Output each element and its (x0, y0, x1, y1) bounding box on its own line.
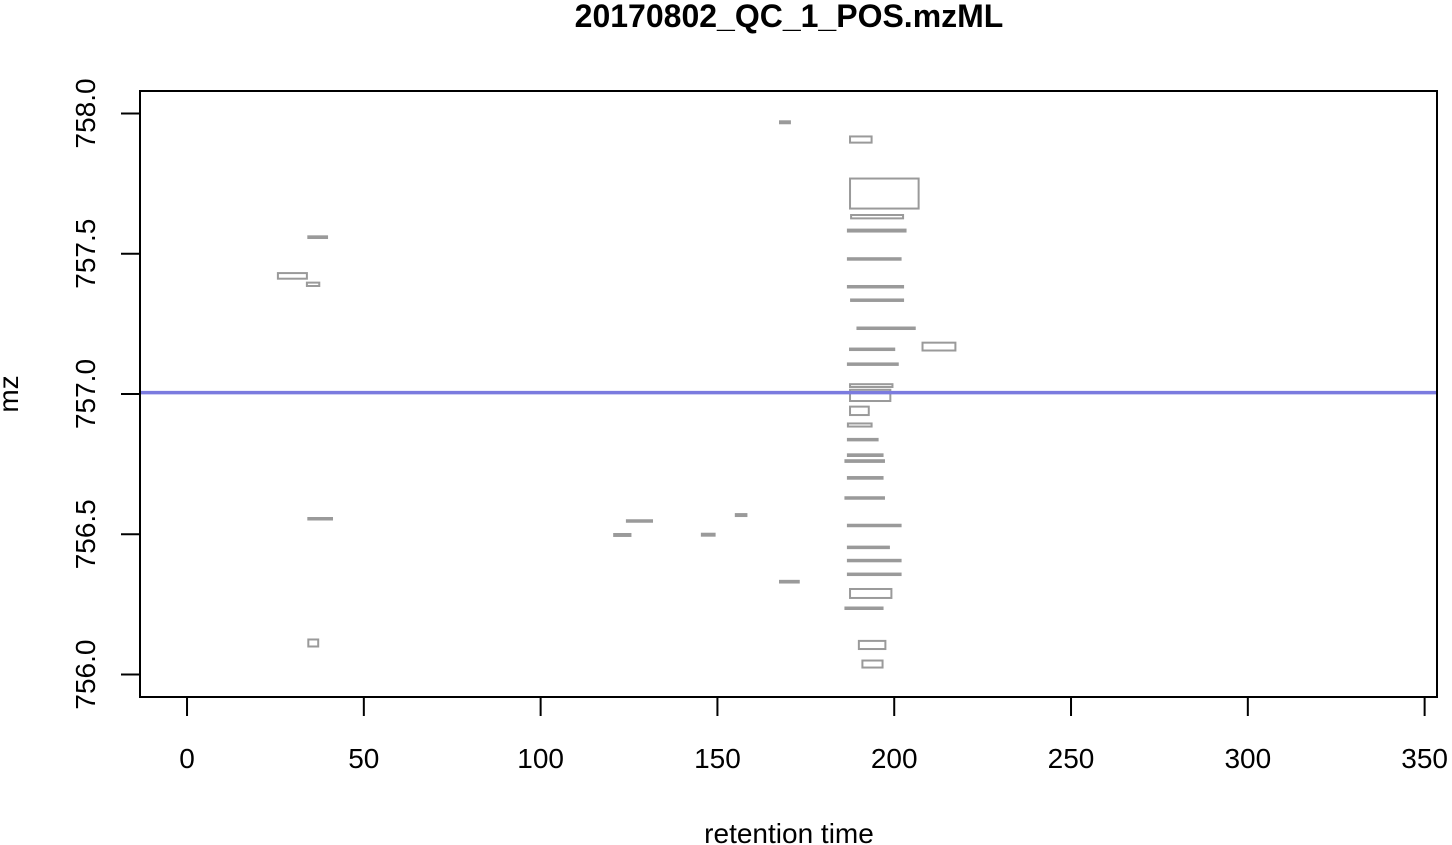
y-axis: 756.0 756.5 757.0 757.5 758.0 (70, 78, 141, 710)
peak-rect-34 (307, 235, 329, 240)
peak-rect-12 (849, 383, 894, 388)
peak-rect-38 (307, 638, 320, 648)
peak-rect-30 (734, 513, 748, 518)
peak-rect-19 (846, 476, 884, 480)
peak-rect-28 (861, 659, 884, 669)
peak-rect-2 (849, 177, 920, 210)
peak-rect-10 (849, 347, 896, 352)
peak-rect-33 (613, 532, 632, 537)
peak-rect-1 (849, 135, 873, 144)
y-axis-label: mz (0, 375, 24, 412)
x-tick-label-0: 0 (179, 743, 195, 774)
peak-rect-15 (846, 422, 873, 428)
peak-rect-27 (857, 639, 887, 651)
peak-rect-32 (625, 519, 654, 523)
x-tick-label-7: 350 (1401, 743, 1448, 774)
peak-rect-37 (307, 517, 334, 521)
peak-rect-26 (844, 606, 884, 611)
x-tick-label-3: 150 (694, 743, 741, 774)
peak-rect-18 (844, 459, 885, 463)
peak-rects (276, 120, 957, 669)
peak-rect-23 (846, 558, 902, 563)
x-axis-label: retention time (704, 818, 874, 845)
x-tick-label-1: 50 (348, 743, 379, 774)
peak-rect-6 (846, 284, 905, 289)
peak-rect-24 (846, 572, 902, 577)
peak-rect-13 (849, 388, 892, 403)
peak-rect-7 (850, 298, 905, 302)
peak-rect-8 (856, 326, 916, 331)
peak-rect-9 (921, 341, 957, 352)
peak-rect-0 (779, 120, 791, 125)
peak-rect-16 (846, 437, 879, 442)
x-tick-label-2: 100 (517, 743, 564, 774)
peak-rect-4 (846, 228, 907, 233)
x-axis: 0 50 100 150 200 250 300 350 (179, 696, 1448, 774)
y-tick-label-4: 758.0 (70, 78, 101, 148)
peak-rect-36 (305, 281, 321, 287)
x-tick-label-6: 300 (1224, 743, 1271, 774)
y-tick-label-1: 756.5 (70, 499, 101, 569)
y-tick-label-3: 757.5 (70, 219, 101, 289)
peak-rect-20 (844, 496, 885, 500)
y-tick-label-0: 756.0 (70, 640, 101, 710)
chart-title: 20170802_QC_1_POS.mzML (575, 0, 1004, 34)
peak-rect-31 (700, 532, 716, 537)
peak-rect-21 (846, 523, 902, 528)
peak-rect-11 (846, 362, 899, 366)
peak-rect-35 (276, 272, 308, 280)
peak-rect-5 (846, 257, 902, 261)
peak-rect-3 (850, 214, 905, 220)
peak-rect-25 (849, 587, 893, 599)
x-tick-label-5: 250 (1048, 743, 1095, 774)
peak-rect-17 (846, 453, 884, 458)
y-tick-label-2: 757.0 (70, 359, 101, 429)
peak-rect-22 (846, 545, 890, 550)
peak-rect-29 (779, 579, 800, 584)
x-tick-label-4: 200 (871, 743, 918, 774)
peak-rect-14 (849, 405, 870, 417)
